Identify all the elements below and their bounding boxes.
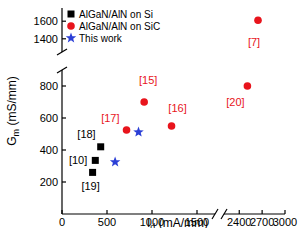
y-axis-label-sub: m bbox=[11, 129, 21, 137]
y-axis bbox=[61, 8, 62, 52]
legend-marker bbox=[66, 33, 76, 43]
y-tick-label: 400 bbox=[40, 144, 58, 156]
x-axis-label: Id (mA/mm) bbox=[147, 216, 208, 228]
x-tick bbox=[151, 210, 152, 214]
point bbox=[97, 143, 104, 150]
x-tick-label: 0 bbox=[59, 216, 65, 228]
x-tick bbox=[106, 210, 107, 214]
x-axis-label-rest: (mA/mm) bbox=[155, 216, 208, 228]
x-tick bbox=[262, 210, 263, 214]
x-tick-label: 2700 bbox=[250, 216, 274, 228]
point bbox=[140, 98, 148, 106]
x-tick bbox=[61, 210, 62, 214]
point bbox=[133, 127, 143, 137]
point-label: [18] bbox=[77, 128, 95, 140]
y-tick-label: 1400 bbox=[34, 33, 58, 45]
x-tick-label: 500 bbox=[98, 216, 116, 228]
point-label: [7] bbox=[248, 36, 260, 48]
point bbox=[110, 157, 120, 167]
x-tick-label: 2400 bbox=[227, 216, 251, 228]
axis-break bbox=[57, 49, 67, 55]
point-label: [10] bbox=[69, 154, 87, 166]
y-tick bbox=[62, 181, 66, 182]
legend-label: This work bbox=[79, 33, 123, 44]
y-axis-label-main: G bbox=[5, 136, 19, 145]
x-tick bbox=[196, 210, 197, 214]
point bbox=[92, 157, 99, 164]
y-tick bbox=[62, 21, 66, 22]
point bbox=[244, 82, 252, 90]
point-label: [19] bbox=[81, 180, 99, 192]
y-tick bbox=[62, 117, 66, 118]
y-tick-label: 1600 bbox=[34, 15, 58, 27]
point bbox=[89, 169, 96, 176]
y-tick-label: 600 bbox=[40, 112, 58, 124]
point-label: [15] bbox=[139, 74, 157, 86]
y-axis-label-rest: (mS/mm) bbox=[5, 76, 19, 129]
y-tick bbox=[62, 38, 66, 39]
y-axis bbox=[61, 70, 62, 214]
y-tick-label: 200 bbox=[40, 176, 58, 188]
legend-marker bbox=[67, 22, 75, 30]
legend-label: AlGaN/AlN on SiC bbox=[79, 21, 160, 32]
x-axis bbox=[224, 213, 285, 214]
x-tick-label: 3000 bbox=[273, 216, 297, 228]
axis-break bbox=[57, 67, 67, 73]
y-tick bbox=[62, 149, 66, 150]
point-label: [17] bbox=[101, 112, 119, 124]
x-tick bbox=[239, 210, 240, 214]
axis-break bbox=[212, 209, 218, 219]
point-label: [16] bbox=[168, 102, 186, 114]
x-tick bbox=[284, 210, 285, 214]
y-tick bbox=[62, 85, 66, 86]
chart: 0500100015002400270030002004006008001400… bbox=[0, 0, 300, 228]
legend-marker bbox=[68, 11, 75, 18]
y-tick-label: 800 bbox=[40, 80, 58, 92]
point-label: [20] bbox=[226, 96, 244, 108]
legend-label: AlGaN/AlN on Si bbox=[79, 9, 153, 20]
point bbox=[123, 126, 131, 134]
y-axis-label: Gm (mS/mm) bbox=[5, 76, 21, 146]
x-axis bbox=[62, 213, 215, 214]
point bbox=[168, 122, 176, 130]
point bbox=[254, 17, 262, 25]
